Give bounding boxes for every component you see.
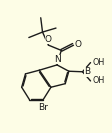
Text: O: O — [45, 35, 52, 44]
Text: OH: OH — [93, 76, 105, 85]
Text: O: O — [75, 40, 82, 49]
Text: B: B — [84, 67, 91, 76]
Text: Br: Br — [38, 103, 48, 112]
Text: N: N — [54, 55, 60, 64]
Text: OH: OH — [93, 58, 105, 67]
